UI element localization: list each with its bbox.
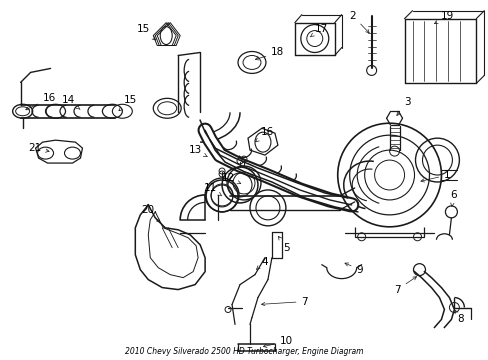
- Text: 15: 15: [136, 24, 155, 40]
- Text: 2: 2: [348, 11, 368, 33]
- Text: 19: 19: [434, 11, 453, 24]
- Text: 4: 4: [256, 257, 268, 269]
- Text: 10: 10: [263, 336, 292, 347]
- Text: 14: 14: [62, 95, 80, 109]
- Text: 11: 11: [203, 183, 222, 196]
- Text: 5: 5: [278, 237, 289, 253]
- Text: 17: 17: [309, 24, 328, 37]
- Text: 13: 13: [188, 145, 207, 157]
- Text: 8: 8: [454, 310, 463, 324]
- Text: 6: 6: [449, 190, 456, 206]
- Text: 7: 7: [261, 297, 307, 306]
- Text: 2010 Chevy Silverado 2500 HD Turbocharger, Engine Diagram: 2010 Chevy Silverado 2500 HD Turbocharge…: [124, 347, 363, 356]
- Text: 3: 3: [396, 97, 410, 116]
- Text: 1: 1: [420, 170, 450, 182]
- Text: 7: 7: [393, 276, 416, 294]
- Text: 9: 9: [344, 263, 362, 275]
- Text: 20: 20: [142, 205, 160, 222]
- Text: 16: 16: [255, 127, 274, 142]
- Text: 12: 12: [221, 173, 240, 184]
- Text: 18: 18: [255, 48, 284, 60]
- Text: 21: 21: [28, 143, 49, 153]
- Text: 16: 16: [26, 93, 56, 110]
- Text: 15: 15: [119, 95, 137, 111]
